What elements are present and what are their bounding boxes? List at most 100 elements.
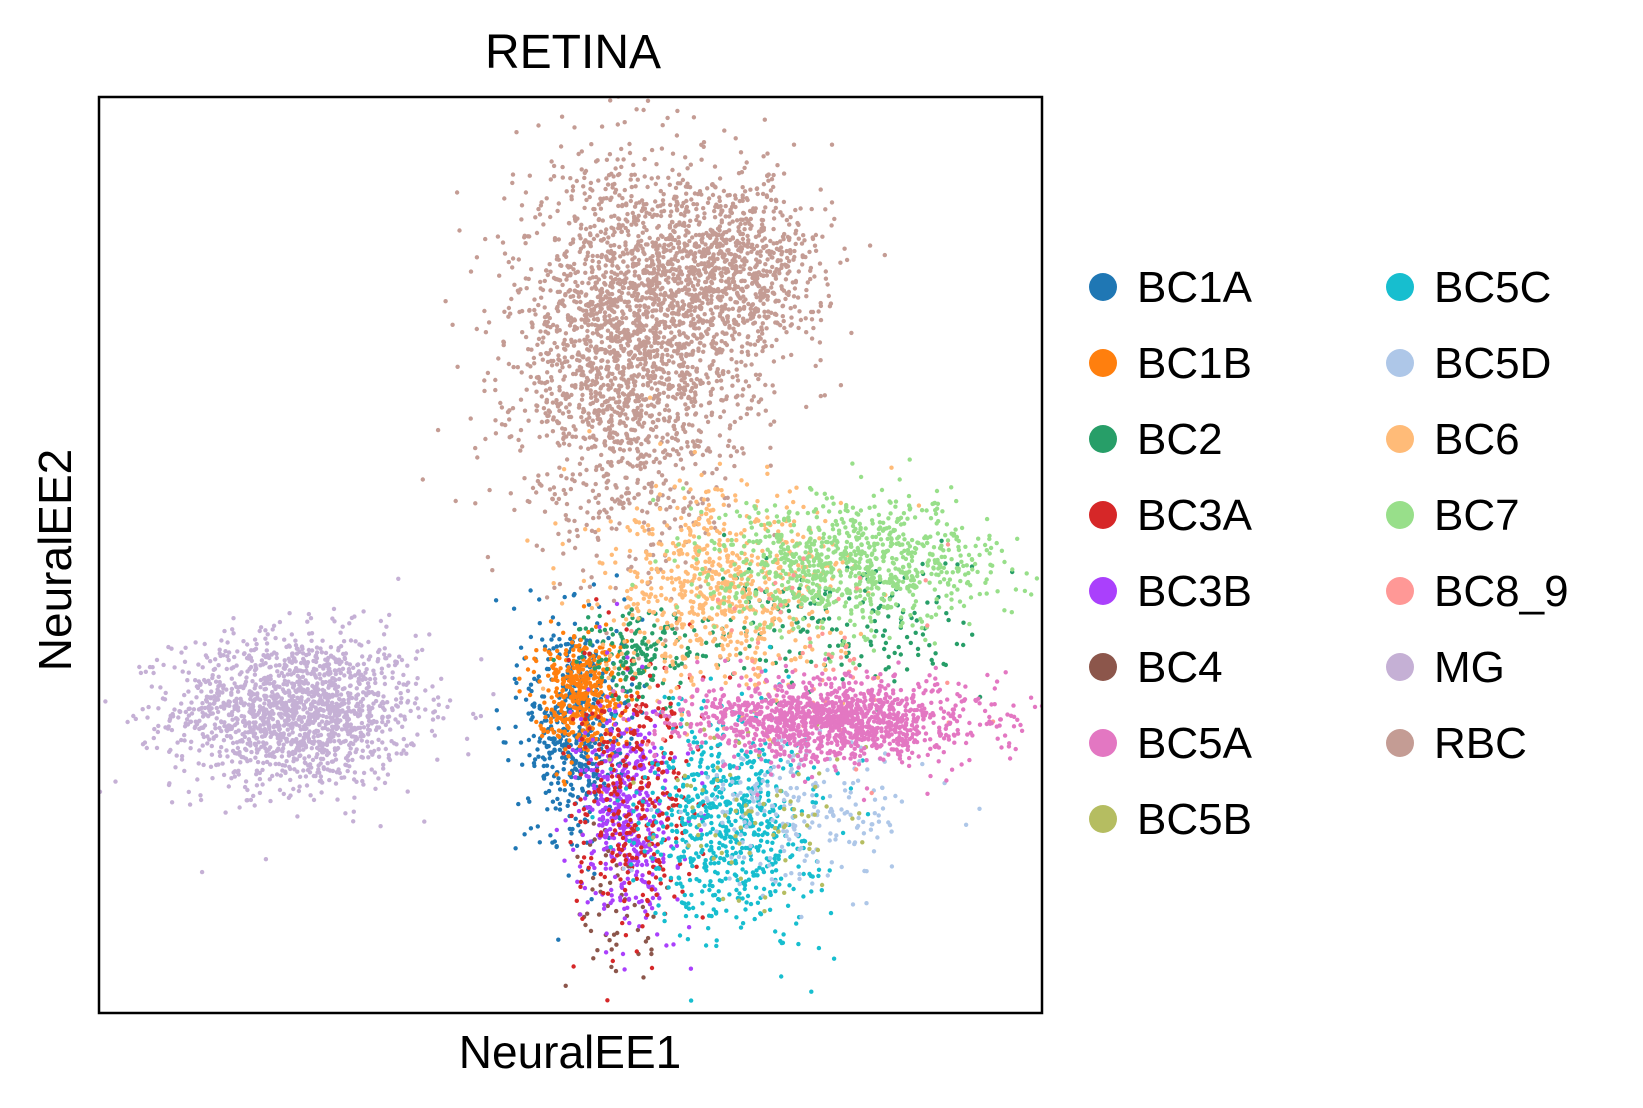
scatter-point — [641, 220, 646, 226]
scatter-point — [482, 378, 487, 383]
scatter-point — [290, 738, 295, 743]
scatter-point — [632, 383, 638, 388]
scatter-point — [684, 198, 689, 204]
scatter-point — [818, 393, 823, 399]
scatter-point — [742, 227, 747, 232]
scatter-point — [252, 637, 258, 642]
scatter-point — [336, 733, 341, 738]
scatter-point — [661, 271, 666, 276]
scatter-point — [276, 711, 282, 717]
scatter-point — [623, 243, 628, 248]
scatter-point — [378, 618, 384, 624]
scatter-point — [301, 715, 307, 720]
scatter-point — [792, 248, 797, 254]
scatter-point — [234, 716, 239, 721]
scatter-point — [326, 683, 332, 688]
scatter-point — [634, 393, 640, 398]
scatter-point — [429, 728, 435, 734]
scatter-point — [740, 258, 745, 263]
scatter-point — [196, 707, 202, 712]
scatter-point — [357, 681, 362, 686]
scatter-point — [580, 419, 585, 424]
scatter-point — [607, 435, 613, 440]
scatter-point — [595, 316, 600, 321]
scatter-point — [367, 676, 373, 682]
scatter-point — [705, 297, 710, 302]
scatter-point — [627, 554, 632, 559]
scatter-point — [761, 291, 767, 296]
scatter-point — [810, 235, 815, 240]
scatter-point — [599, 403, 605, 408]
scatter-point — [290, 724, 295, 730]
scatter-point — [358, 725, 363, 730]
scatter-point — [319, 650, 325, 655]
scatter-point — [740, 195, 745, 200]
scatter-point — [522, 235, 527, 240]
scatter-point — [732, 317, 737, 323]
scatter-point — [226, 657, 231, 663]
scatter-point — [572, 261, 577, 267]
scatter-point — [617, 421, 622, 426]
scatter-point — [738, 296, 743, 301]
scatter-point — [324, 752, 330, 758]
scatter-point — [737, 332, 742, 337]
scatter-point — [650, 314, 655, 319]
scatter-point — [572, 214, 577, 219]
scatter-point — [642, 174, 647, 179]
scatter-point — [771, 216, 777, 221]
scatter-point — [737, 198, 742, 204]
scatter-point — [384, 624, 389, 629]
scatter-point — [882, 252, 887, 258]
scatter-point — [269, 694, 274, 699]
scatter-point — [608, 378, 614, 383]
scatter-point — [605, 359, 610, 364]
scatter-point — [219, 745, 224, 750]
scatter-point — [639, 441, 644, 447]
scatter-point — [623, 475, 628, 480]
scatter-point — [753, 372, 759, 377]
scatter-point — [241, 714, 247, 719]
scatter-point — [722, 252, 727, 257]
scatter-point — [596, 217, 602, 222]
scatter-point — [627, 462, 633, 467]
scatter-point — [338, 630, 343, 635]
scatter-point — [808, 276, 813, 282]
scatter-point — [318, 646, 323, 651]
scatter-point — [668, 248, 673, 253]
scatter-point — [286, 688, 291, 693]
scatter-point — [547, 386, 553, 391]
scatter-point — [577, 461, 583, 466]
scatter-point — [557, 289, 562, 294]
scatter-point — [534, 543, 539, 548]
scatter-point — [673, 276, 679, 282]
scatter-point — [435, 715, 441, 720]
scatter-point — [626, 350, 631, 356]
scatter-point — [226, 650, 232, 655]
scatter-point — [238, 700, 244, 706]
scatter-point — [659, 375, 664, 380]
scatter-point — [690, 364, 695, 370]
scatter-point — [690, 265, 695, 270]
scatter-point — [241, 718, 246, 724]
scatter-point — [829, 200, 835, 205]
scatter-point — [349, 725, 354, 730]
scatter-point — [388, 727, 393, 732]
scatter-point — [604, 480, 609, 485]
scatter-point — [267, 762, 273, 767]
scatter-point — [670, 337, 675, 342]
scatter-point — [674, 626, 679, 631]
scatter-point — [229, 666, 234, 671]
scatter-point — [624, 247, 629, 252]
scatter-point — [526, 347, 531, 352]
scatter-point — [548, 214, 553, 220]
scatter-point — [704, 293, 709, 298]
scatter-point — [739, 349, 744, 355]
scatter-point — [373, 727, 379, 733]
scatter-point — [575, 290, 580, 295]
scatter-point — [483, 436, 488, 442]
scatter-point — [727, 438, 732, 443]
scatter-point — [405, 698, 411, 704]
scatter-point — [468, 416, 473, 421]
scatter-point — [262, 693, 267, 698]
scatter-point — [676, 172, 682, 177]
